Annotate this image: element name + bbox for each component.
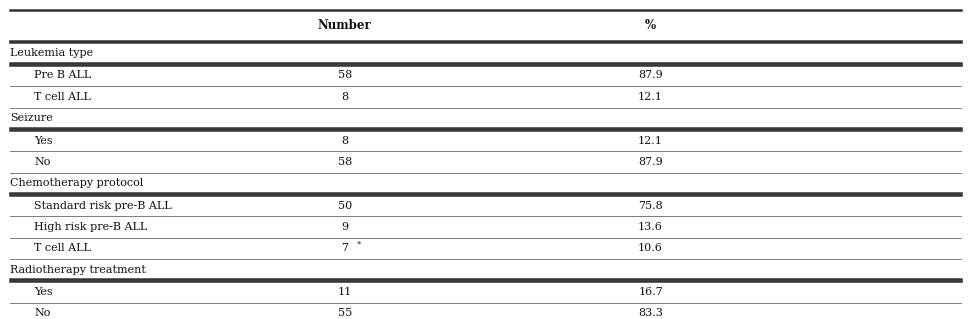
Text: 8: 8 <box>341 92 349 102</box>
Text: 7: 7 <box>341 243 349 253</box>
Text: %: % <box>645 19 656 32</box>
Text: Seizure: Seizure <box>10 113 52 123</box>
Text: 87.9: 87.9 <box>638 70 663 80</box>
Text: *: * <box>356 241 360 249</box>
Text: Pre B ALL: Pre B ALL <box>34 70 91 80</box>
Text: Leukemia type: Leukemia type <box>10 48 93 58</box>
Text: No: No <box>34 308 50 318</box>
Text: 9: 9 <box>341 222 349 232</box>
Text: Radiotherapy treatment: Radiotherapy treatment <box>10 265 146 275</box>
Text: 58: 58 <box>338 70 352 80</box>
Text: 50: 50 <box>338 201 352 211</box>
Text: 11: 11 <box>338 287 352 297</box>
Text: T cell ALL: T cell ALL <box>34 243 91 253</box>
Text: Yes: Yes <box>34 136 52 145</box>
Text: Chemotherapy protocol: Chemotherapy protocol <box>10 178 143 188</box>
Text: 58: 58 <box>338 157 352 167</box>
Text: Yes: Yes <box>34 287 52 297</box>
Text: 12.1: 12.1 <box>638 136 663 145</box>
Text: 12.1: 12.1 <box>638 92 663 102</box>
Text: Number: Number <box>318 19 372 32</box>
Text: 8: 8 <box>341 136 349 145</box>
Text: 87.9: 87.9 <box>638 157 663 167</box>
Text: No: No <box>34 157 50 167</box>
Text: 55: 55 <box>338 308 352 318</box>
Text: 83.3: 83.3 <box>638 308 663 318</box>
Text: 75.8: 75.8 <box>638 201 663 211</box>
Text: 10.6: 10.6 <box>638 243 663 253</box>
Text: 16.7: 16.7 <box>638 287 663 297</box>
Text: Standard risk pre-B ALL: Standard risk pre-B ALL <box>34 201 172 211</box>
Text: T cell ALL: T cell ALL <box>34 92 91 102</box>
Text: 13.6: 13.6 <box>638 222 663 232</box>
Text: High risk pre-B ALL: High risk pre-B ALL <box>34 222 148 232</box>
